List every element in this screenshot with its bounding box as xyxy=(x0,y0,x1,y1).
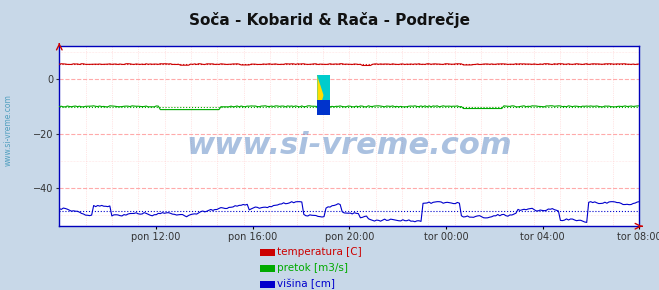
Text: temperatura [C]: temperatura [C] xyxy=(277,247,362,257)
Bar xyxy=(318,100,330,115)
Polygon shape xyxy=(318,75,330,115)
Bar xyxy=(318,75,330,115)
Text: www.si-vreme.com: www.si-vreme.com xyxy=(186,131,512,160)
Polygon shape xyxy=(318,75,330,115)
Text: www.si-vreme.com: www.si-vreme.com xyxy=(4,95,13,166)
Bar xyxy=(318,75,330,115)
Text: višina [cm]: višina [cm] xyxy=(277,279,335,289)
Text: Soča - Kobarid & Rača - Podrečje: Soča - Kobarid & Rača - Podrečje xyxy=(189,12,470,28)
Text: pretok [m3/s]: pretok [m3/s] xyxy=(277,263,348,273)
